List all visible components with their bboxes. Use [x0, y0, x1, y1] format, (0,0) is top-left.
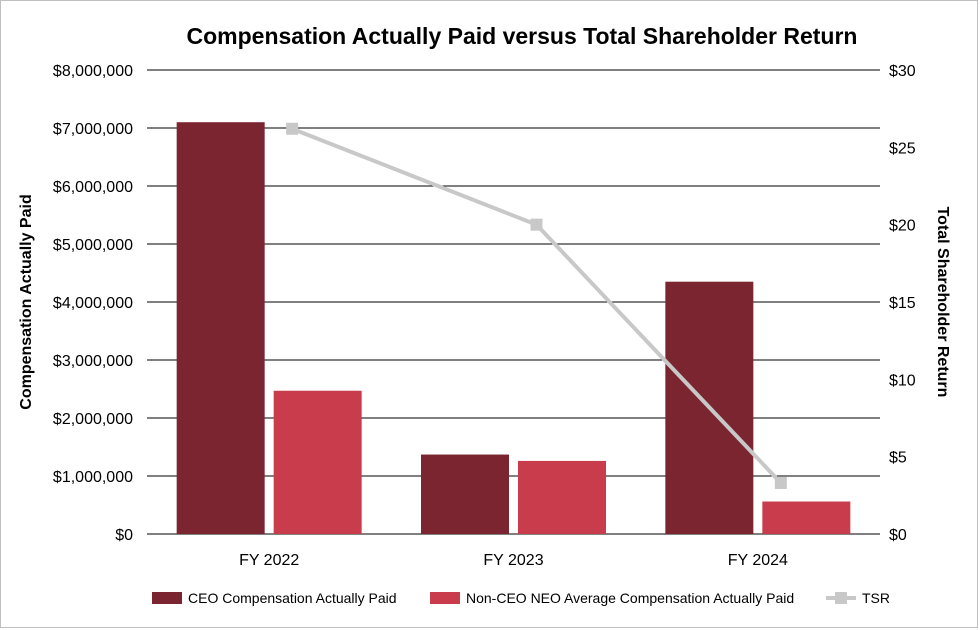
bar-neo [273, 390, 362, 534]
bar-ceo [176, 122, 265, 534]
chart-title: Compensation Actually Paid versus Total … [187, 23, 858, 49]
y2-tick-label: $0 [889, 527, 907, 544]
y2-tick-label: $25 [889, 140, 916, 157]
tsr-marker [286, 122, 299, 135]
bar-neo [518, 460, 606, 534]
legend-swatch [152, 592, 182, 604]
y-tick-label: $0 [115, 527, 133, 544]
y-tick-label: $3,000,000 [53, 353, 133, 370]
legend-label: TSR [862, 590, 890, 606]
y-tick-label: $2,000,000 [53, 411, 133, 428]
legend-label: Non-CEO NEO Average Compensation Actuall… [466, 590, 794, 606]
right-axis-ticks: $0 $5 $10 $15 $20 $25 $30 [889, 63, 916, 544]
x-axis-ticks: FY 2022 FY 2023 FY 2024 [239, 552, 788, 569]
y2-tick-label: $5 [889, 450, 907, 467]
y2-axis-title: Total Shareholder Return [934, 207, 951, 398]
y-axis-title: Compensation Actually Paid [18, 194, 35, 409]
legend-label: CEO Compensation Actually Paid [188, 590, 397, 606]
y-tick-label: $4,000,000 [53, 295, 133, 312]
y2-tick-label: $10 [889, 372, 916, 389]
y-tick-label: $7,000,000 [53, 121, 133, 138]
y2-tick-label: $15 [889, 295, 916, 312]
bar-ceo [421, 454, 509, 534]
legend: CEO Compensation Actually Paid Non-CEO NE… [152, 590, 890, 606]
left-axis-ticks: $0 $1,000,000 $2,000,000 $3,000,000 $4,000,0… [53, 63, 133, 544]
legend-swatch [430, 592, 460, 604]
tsr-marker [774, 476, 787, 489]
gridlines [147, 69, 880, 535]
x-tick-label: FY 2024 [728, 552, 788, 569]
y2-tick-label: $30 [889, 63, 916, 80]
y-tick-label: $5,000,000 [53, 237, 133, 254]
x-tick-label: FY 2023 [483, 552, 543, 569]
bar-neo [762, 501, 851, 534]
y2-tick-label: $20 [889, 218, 916, 235]
y-tick-label: $6,000,000 [53, 179, 133, 196]
legend-marker [835, 592, 847, 604]
bars [176, 122, 851, 534]
y-tick-label: $1,000,000 [53, 469, 133, 486]
tsr-line-group [286, 122, 787, 489]
tsr-marker [530, 218, 543, 231]
y-tick-label: $8,000,000 [53, 63, 133, 80]
x-tick-label: FY 2022 [239, 552, 299, 569]
